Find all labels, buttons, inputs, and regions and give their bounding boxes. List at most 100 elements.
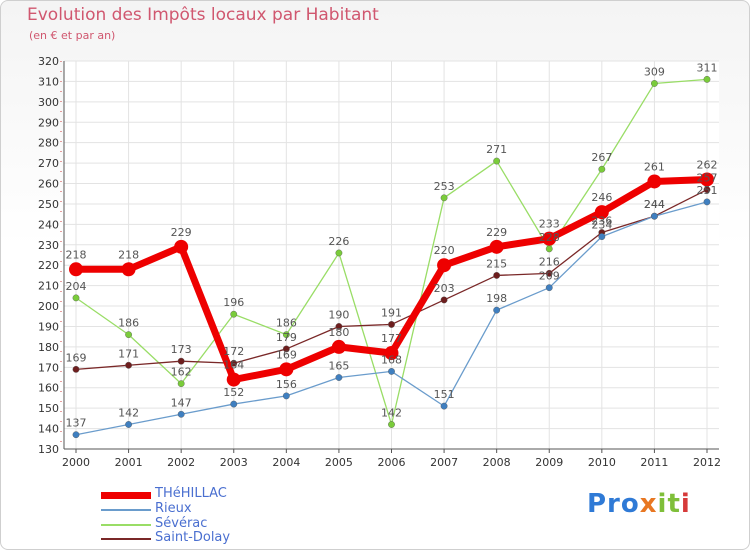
data-label-saint-dolay: 216 (539, 255, 560, 268)
data-point-saint-dolay (335, 323, 343, 330)
data-point-rieux (282, 392, 290, 400)
data-label-saint-dolay: 215 (486, 257, 507, 270)
x-tick-label: 2004 (272, 456, 300, 469)
x-tick-label: 2010 (588, 456, 616, 469)
data-point-severac (388, 421, 395, 428)
data-point-rieux (598, 233, 606, 241)
legend-label-severac: Sévérac (155, 516, 208, 531)
data-label-severac: 186 (118, 317, 139, 330)
data-point-thehillac (331, 339, 346, 354)
y-tick-label: 290 (38, 116, 59, 129)
data-point-rieux (651, 212, 658, 220)
series-group (69, 75, 714, 439)
x-tick-label: 2008 (483, 456, 511, 469)
data-label-rieux: 156 (276, 378, 297, 391)
data-point-severac (651, 80, 658, 87)
y-tick-label: 310 (38, 75, 59, 88)
data-label-saint-dolay: 173 (171, 343, 192, 356)
chart-subtitle: (en € et par an) (29, 29, 116, 42)
data-point-thehillac (69, 262, 83, 277)
data-point-saint-dolay (72, 365, 80, 373)
data-label-severac: 196 (223, 296, 244, 309)
data-point-rieux (125, 421, 132, 428)
y-tick-label: 160 (38, 382, 59, 395)
data-point-rieux (177, 410, 185, 418)
data-label-thehillac: 220 (434, 244, 455, 257)
data-label-rieux: 168 (381, 353, 402, 366)
data-label-thehillac: 169 (276, 348, 297, 361)
data-point-severac (335, 249, 343, 257)
x-tick-label: 2011 (640, 456, 668, 469)
legend-item-rieux: Rieux (101, 501, 301, 517)
data-point-thehillac (647, 174, 662, 189)
y-tick-label: 260 (38, 178, 59, 191)
legend-item-thehillac: THéHILLAC (101, 486, 301, 502)
series-severac (72, 75, 711, 428)
legend-swatch-saint-dolay (101, 538, 151, 540)
data-label-severac: 311 (697, 61, 718, 74)
data-point-saint-dolay (125, 361, 132, 369)
data-label-thehillac: 218 (118, 248, 139, 261)
y-tick-label: 300 (38, 96, 59, 109)
data-point-rieux (493, 306, 501, 314)
x-tick-label: 2003 (220, 456, 248, 469)
legend-item-saint-dolay: Saint-Dolay (101, 530, 301, 546)
data-label-rieux: 147 (171, 396, 192, 409)
data-point-rieux (72, 431, 80, 439)
data-point-saint-dolay (545, 269, 553, 277)
data-point-thehillac (542, 231, 557, 246)
data-label-thehillac: 177 (381, 332, 402, 345)
data-label-thehillac: 164 (223, 359, 244, 372)
data-label-saint-dolay: 179 (276, 331, 297, 344)
y-tick-label: 190 (38, 320, 59, 333)
data-label-rieux: 142 (118, 406, 139, 419)
data-label-rieux: 198 (486, 292, 507, 305)
data-point-saint-dolay (177, 357, 185, 365)
legend-swatch-severac (101, 524, 151, 526)
proxiti-logo: Proxiti (587, 489, 691, 519)
data-point-thehillac (174, 239, 189, 254)
x-tick-label: 2005 (325, 456, 353, 469)
data-label-thehillac: 229 (171, 226, 192, 239)
x-tick-label: 2009 (535, 456, 563, 469)
data-point-thehillac (279, 362, 294, 377)
data-point-severac (545, 245, 553, 253)
legend-label-rieux: Rieux (155, 501, 192, 516)
data-label-thehillac: 262 (697, 158, 718, 171)
data-label-saint-dolay: 244 (644, 198, 665, 211)
axes: 130 140 150 160 170 180 190 200 210 220 230 240 250 2… (38, 55, 721, 469)
data-label-severac: 204 (66, 280, 87, 293)
data-label-saint-dolay: 236 (591, 215, 612, 228)
y-tick-label: 280 (38, 137, 59, 150)
data-point-thehillac (594, 205, 609, 220)
data-point-rieux (440, 402, 448, 410)
data-point-severac (177, 380, 185, 388)
data-label-saint-dolay: 172 (223, 345, 244, 358)
data-point-saint-dolay (282, 345, 290, 353)
legend-label-saint-dolay: Saint-Dolay (155, 530, 231, 545)
data-point-saint-dolay (703, 186, 711, 194)
y-tick-label: 170 (38, 361, 59, 374)
data-point-saint-dolay (440, 296, 448, 304)
data-label-rieux: 244 (644, 198, 665, 211)
data-label-severac: 228 (539, 231, 560, 244)
data-point-severac (72, 294, 80, 302)
y-tick-label: 320 (38, 55, 59, 68)
data-label-saint-dolay: 171 (118, 347, 139, 360)
x-tick-label: 2007 (430, 456, 458, 469)
data-point-saint-dolay (493, 272, 501, 279)
y-tick-label: 250 (38, 198, 59, 211)
data-label-severac: 253 (434, 180, 455, 193)
data-label-saint-dolay: 257 (697, 172, 718, 185)
data-label-severac: 267 (591, 151, 612, 164)
data-point-thehillac (437, 258, 452, 273)
y-tick-label: 130 (38, 443, 59, 456)
legend-label-thehillac: THéHILLAC (155, 486, 227, 501)
data-point-severac (230, 310, 238, 318)
data-label-rieux: 251 (697, 184, 718, 197)
x-tick-label: 2002 (167, 456, 195, 469)
data-label-thehillac: 180 (328, 326, 349, 339)
data-label-saint-dolay: 203 (434, 282, 455, 295)
data-label-rieux: 152 (223, 386, 244, 399)
